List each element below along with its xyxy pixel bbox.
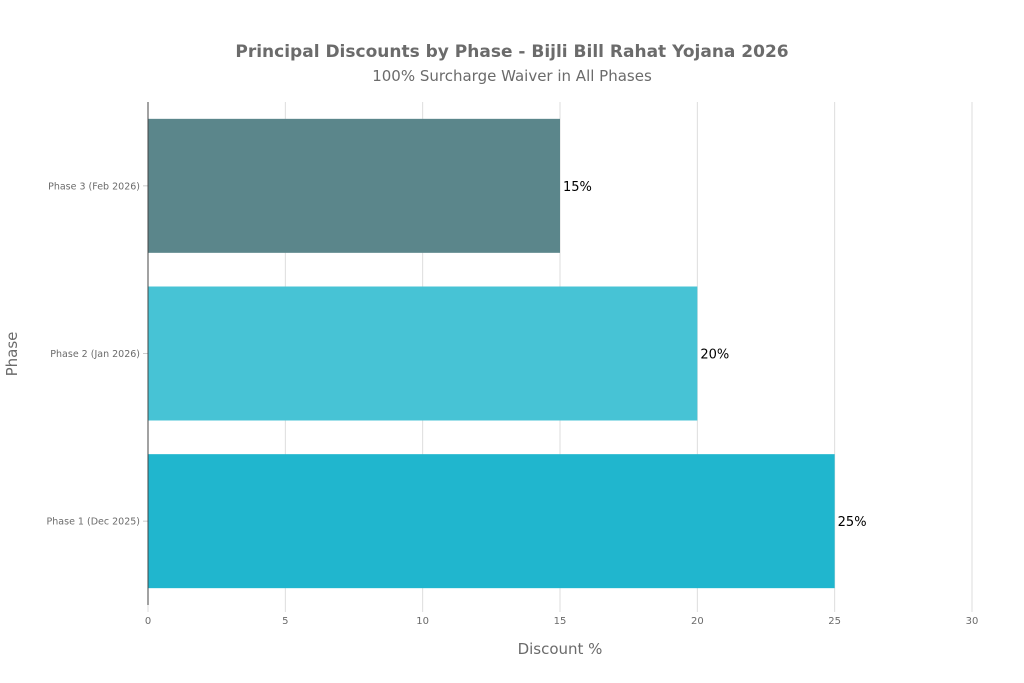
x-tick-label: 30 xyxy=(966,616,979,627)
x-tick-label: 15 xyxy=(554,616,567,627)
x-tick-label: 25 xyxy=(828,616,841,627)
y-tick-label: Phase 2 (Jan 2026) xyxy=(50,349,140,360)
y-axis-label: Phase xyxy=(3,332,21,377)
bar xyxy=(148,454,835,589)
x-axis-label: Discount % xyxy=(518,640,603,658)
x-tick-label: 10 xyxy=(416,616,429,627)
x-tick-label: 5 xyxy=(282,616,288,627)
y-tick-label: Phase 1 (Dec 2025) xyxy=(47,517,140,528)
data-label: 15% xyxy=(563,180,592,195)
bar xyxy=(148,118,560,253)
y-tick-label: Phase 3 (Feb 2026) xyxy=(48,181,140,192)
data-label: 25% xyxy=(838,515,867,530)
chart-subtitle: 100% Surcharge Waiver in All Phases xyxy=(372,67,652,85)
chart-title: Principal Discounts by Phase - Bijli Bil… xyxy=(235,42,789,62)
x-tick-label: 20 xyxy=(691,616,704,627)
data-label: 20% xyxy=(700,348,729,363)
bar xyxy=(148,286,698,421)
x-tick-label: 0 xyxy=(145,616,151,627)
